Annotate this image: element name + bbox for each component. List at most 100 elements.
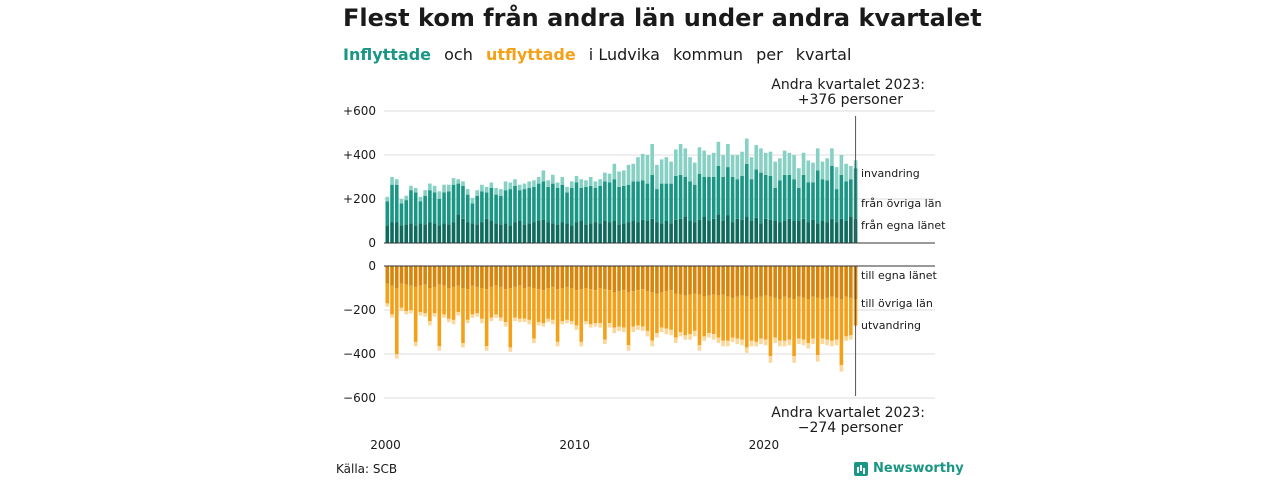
bar-in-från-övriga-län <box>806 182 811 223</box>
bar-in-från-övriga-län <box>674 175 678 220</box>
bar-in-från-egna-länet <box>394 222 399 243</box>
bar-out-till-egna-länet <box>744 266 749 297</box>
bar-in-från-egna-länet <box>565 223 569 243</box>
bar-out-till-övriga-län <box>664 291 669 329</box>
bar-in-från-övriga-län <box>797 188 801 221</box>
bar-in-från-övriga-län <box>418 201 423 224</box>
bar-out-till-egna-länet <box>607 266 612 291</box>
bar-out-till-egna-länet <box>494 266 498 286</box>
bar-in-invandring <box>536 177 541 184</box>
bar-out-till-övriga-län <box>759 296 763 339</box>
bar-out-till-övriga-län <box>702 296 707 337</box>
subtitle-ort: i Ludvika <box>588 45 660 64</box>
bar-out-utvandring <box>541 323 546 327</box>
bar-out-till-egna-länet <box>541 266 546 291</box>
bar-out-till-övriga-län <box>650 292 654 341</box>
bar-out-utvandring <box>560 321 565 325</box>
bar-out-till-övriga-län <box>659 292 664 328</box>
bar-out-utvandring <box>674 337 678 343</box>
bar-in-från-egna-länet <box>517 221 522 243</box>
x-tick-label: 2000 <box>370 438 401 452</box>
bar-out-till-övriga-län <box>631 291 636 327</box>
bar-out-till-egna-länet <box>423 266 427 285</box>
bar-out-till-övriga-län <box>655 293 659 334</box>
bar-in-invandring <box>806 160 811 183</box>
bar-out-utvandring <box>759 338 763 345</box>
bar-out-utvandring <box>688 334 692 340</box>
bar-in-från-egna-länet <box>787 218 792 243</box>
bar-in-från-övriga-län <box>503 190 508 224</box>
bar-in-från-övriga-län <box>726 167 730 216</box>
bar-out-till-övriga-län <box>806 299 811 343</box>
bar-in-från-egna-länet <box>456 214 461 243</box>
bar-out-utvandring <box>517 318 522 323</box>
bar-in-invandring <box>442 184 446 193</box>
bar-in-invandring <box>669 161 673 184</box>
bar-out-till-övriga-län <box>428 288 432 321</box>
bar-out-utvandring <box>692 330 697 337</box>
chart-subtitle: Inflyttade och utflyttade i Ludvika komm… <box>343 45 859 64</box>
bar-in-från-övriga-län <box>744 163 749 217</box>
bar-out-utvandring <box>451 319 456 325</box>
bar-in-från-egna-länet <box>659 223 664 243</box>
bar-in-från-övriga-län <box>844 181 848 221</box>
bar-out-till-övriga-län <box>834 297 839 340</box>
bar-out-till-övriga-län <box>787 297 792 340</box>
bar-in-från-övriga-län <box>574 182 579 223</box>
bar-in-från-egna-länet <box>773 221 777 243</box>
bar-in-invandring <box>551 174 555 184</box>
bar-out-till-egna-länet <box>678 266 683 295</box>
bar-out-till-övriga-län <box>517 285 522 319</box>
bar-in-från-övriga-län <box>778 180 782 223</box>
bar-out-utvandring <box>399 307 404 312</box>
bar-in-från-övriga-län <box>735 179 740 219</box>
bar-in-från-övriga-län <box>470 203 475 224</box>
bar-out-till-övriga-län <box>555 289 560 342</box>
bar-out-till-egna-länet <box>603 266 607 290</box>
bar-out-till-egna-länet <box>593 266 598 291</box>
bar-in-från-övriga-län <box>517 190 522 221</box>
bar-out-till-egna-länet <box>465 266 470 290</box>
bar-out-till-egna-länet <box>413 266 418 287</box>
bar-in-från-övriga-län <box>839 174 844 219</box>
bar-in-från-övriga-län <box>659 183 664 224</box>
bar-in-från-egna-länet <box>763 218 768 243</box>
bar-out-utvandring <box>806 343 811 349</box>
bar-in-från-övriga-län <box>815 170 820 224</box>
bar-in-invandring <box>588 177 593 186</box>
bar-in-från-övriga-län <box>622 185 626 224</box>
bar-out-till-egna-länet <box>844 266 848 297</box>
bar-in-från-egna-länet <box>446 224 451 243</box>
bar-in-från-övriga-län <box>787 174 792 219</box>
bar-in-från-övriga-län <box>678 174 683 219</box>
bar-out-till-övriga-län <box>442 285 446 315</box>
bar-out-utvandring <box>650 340 654 347</box>
bar-in-från-egna-länet <box>820 221 825 243</box>
bar-out-till-övriga-län <box>437 284 442 347</box>
bar-in-från-övriga-län <box>489 188 494 221</box>
bar-out-utvandring <box>456 312 461 316</box>
bar-out-till-egna-länet <box>484 266 489 290</box>
y-tick-label-bottom: −600 <box>343 391 376 405</box>
bar-in-från-övriga-län <box>508 189 513 226</box>
bar-out-utvandring <box>532 338 536 343</box>
bar-out-utvandring <box>503 322 508 327</box>
bar-out-utvandring <box>394 354 399 359</box>
bar-out-utvandring <box>683 335 688 340</box>
bar-in-från-övriga-län <box>598 185 602 224</box>
bar-out-till-egna-länet <box>428 266 432 288</box>
bar-out-till-egna-länet <box>569 266 574 288</box>
subtitle-utflyttade: utflyttade <box>485 45 576 64</box>
bar-out-utvandring <box>811 338 815 345</box>
bar-out-till-egna-länet <box>787 266 792 298</box>
bar-out-till-övriga-län <box>480 288 484 319</box>
bar-in-från-egna-länet <box>390 222 394 243</box>
bar-in-från-övriga-län <box>664 183 669 221</box>
bar-in-från-egna-länet <box>541 219 546 243</box>
bar-out-till-övriga-län <box>754 297 759 342</box>
bar-in-från-övriga-län <box>446 191 451 225</box>
bar-out-utvandring <box>593 323 598 327</box>
bar-out-till-övriga-län <box>409 285 413 310</box>
bar-out-utvandring <box>730 337 735 342</box>
bar-in-från-övriga-län <box>688 181 692 221</box>
